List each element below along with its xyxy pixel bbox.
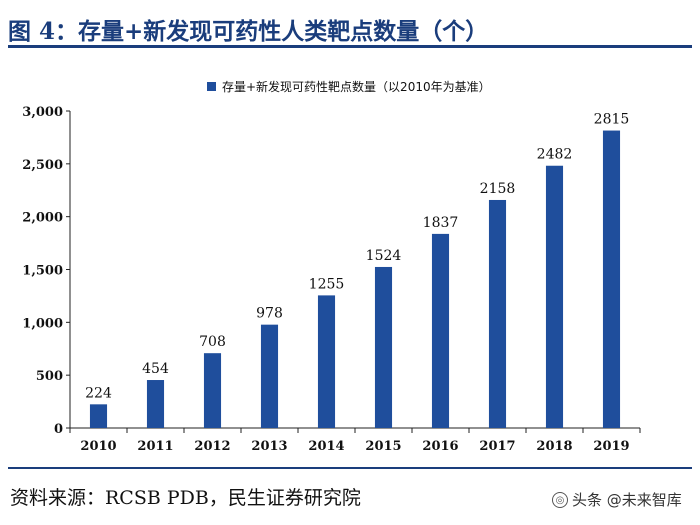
bar xyxy=(602,130,621,428)
x-tick-label: 2018 xyxy=(536,439,572,454)
watermark-logo-icon: ◎ xyxy=(552,491,568,508)
bar xyxy=(374,266,393,428)
data-label: 224 xyxy=(85,385,112,401)
bar-chart: 存量+新发现可药性靶点数量（以2010年为基准） 0 500 1,000 1,500 2… xyxy=(22,79,641,454)
x-tick-label: 2011 xyxy=(137,439,173,454)
bar xyxy=(317,295,336,428)
x-axis: 2010 2011 2012 2013 2014 2015 2016 2017 2018 2019 xyxy=(69,427,641,454)
bar xyxy=(431,233,450,428)
data-labels: 224 454 708 978 1255 1524 1837 2158 2482 2815 xyxy=(85,112,629,402)
x-tick-label: 2013 xyxy=(251,439,287,454)
y-tick-label: 1,000 xyxy=(22,316,63,331)
legend-label: 存量+新发现可药性靶点数量（以2010年为基准） xyxy=(222,79,491,94)
y-tick-label: 1,500 xyxy=(22,264,63,279)
data-label: 1255 xyxy=(309,276,345,292)
data-label: 978 xyxy=(256,306,283,322)
data-label: 1524 xyxy=(366,248,402,264)
bar xyxy=(203,353,222,428)
x-tick-label: 2010 xyxy=(80,439,116,454)
bar-series xyxy=(89,130,621,428)
source-rule xyxy=(8,467,692,469)
x-tick-label: 2016 xyxy=(422,439,458,454)
bar xyxy=(488,199,507,428)
chart-legend: 存量+新发现可药性靶点数量（以2010年为基准） xyxy=(207,79,491,94)
bar xyxy=(545,165,564,428)
x-tick-label: 2014 xyxy=(308,439,344,454)
figure-title: 图 4：存量+新发现可药性人类靶点数量（个） xyxy=(8,18,489,45)
data-label: 454 xyxy=(142,361,169,377)
y-tick-label: 3,000 xyxy=(22,105,63,120)
x-tick-label: 2019 xyxy=(593,439,629,454)
y-tick-label: 0 xyxy=(54,422,63,437)
y-tick-label: 2,500 xyxy=(22,158,63,173)
source-note: 资料来源：RCSB PDB，民生证券研究院 xyxy=(10,487,361,509)
bar xyxy=(146,380,165,428)
data-label: 2158 xyxy=(480,181,516,197)
bar xyxy=(89,404,108,428)
bar xyxy=(260,324,279,428)
x-tick-label: 2012 xyxy=(194,439,230,454)
data-label: 2482 xyxy=(537,147,573,163)
y-tick-label: 2,000 xyxy=(22,211,63,226)
data-label: 2815 xyxy=(594,112,630,128)
watermark: ◎ 头条 @未来智库 xyxy=(552,489,682,510)
y-tick-label: 500 xyxy=(36,369,63,384)
legend-swatch xyxy=(207,82,216,91)
title-rule xyxy=(8,45,692,48)
data-label: 708 xyxy=(199,334,226,350)
x-tick-label: 2017 xyxy=(479,439,515,454)
y-axis: 0 500 1,000 1,500 2,000 2,500 3,000 xyxy=(22,105,71,437)
watermark-text: 头条 @未来智库 xyxy=(572,491,682,509)
data-label: 1837 xyxy=(423,215,459,231)
x-tick-label: 2015 xyxy=(365,439,401,454)
